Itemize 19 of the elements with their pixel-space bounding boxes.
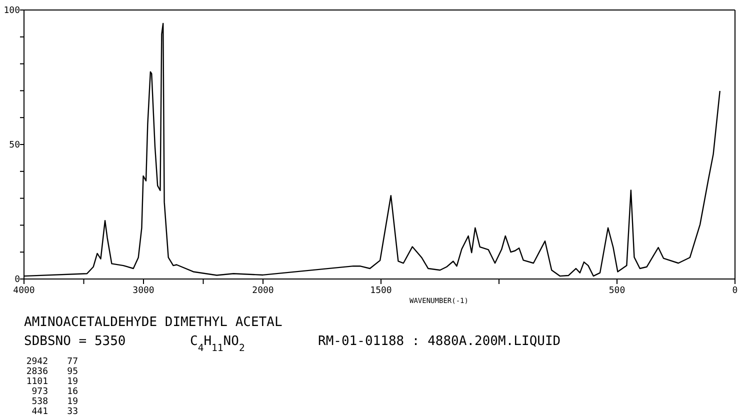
text: SDBSNO = 5350 — [24, 334, 126, 349]
y-tick-label: 100 — [4, 6, 20, 16]
text: 1101 19 — [26, 377, 78, 387]
text: 973 16 — [32, 387, 78, 397]
text: 2942 77 — [26, 357, 78, 367]
x-tick-label: 1500 — [370, 286, 392, 296]
x-tick-label: 4000 — [13, 286, 35, 296]
y-tick-label: 50 — [9, 140, 20, 150]
text: C$_{4}$H$_{11}$NO$_{2}$ — [190, 334, 245, 354]
x-tick-label: 500 — [608, 286, 626, 296]
text: AMINOACETALDEHYDE DIMETHYL ACETAL — [24, 315, 282, 330]
x-tick-label: 3000 — [132, 286, 154, 296]
x-tick-label: 2000 — [252, 286, 274, 296]
text: RM-01-01188 : 4880A.200M.LIQUID — [318, 334, 561, 349]
text: 2836 95 — [26, 367, 78, 377]
text: 441 33 — [32, 407, 78, 417]
y-tick-label: 0 — [14, 275, 20, 285]
x-tick-label: 0 — [732, 286, 738, 296]
text: 538 19 — [32, 397, 78, 407]
